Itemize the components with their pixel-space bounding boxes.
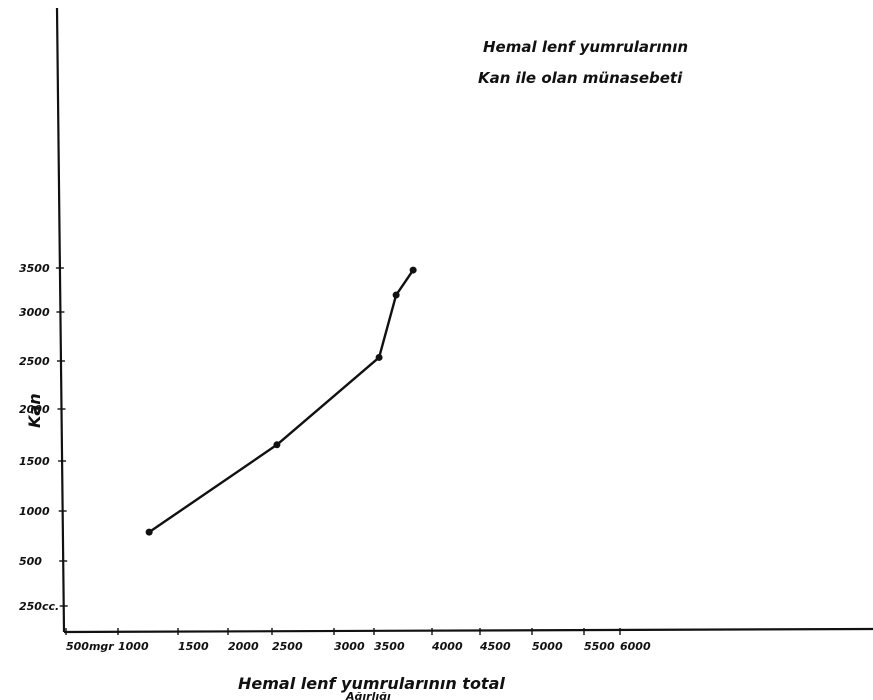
y-tick-label: 3500 <box>19 262 50 275</box>
y-tick-label: 1500 <box>19 455 50 468</box>
y-tick-label: 3000 <box>19 306 50 319</box>
x-tick-label: 4000 <box>431 640 463 653</box>
x-tick-label: 1500 <box>178 640 209 653</box>
y-tick-label: 2000 <box>19 403 50 416</box>
data-point <box>392 291 400 299</box>
y-tick-label: 1000 <box>19 505 50 518</box>
data-point <box>273 441 281 449</box>
x-tick-label: 1000 <box>118 640 149 653</box>
data-series <box>145 266 417 536</box>
series-line-segment <box>276 356 380 446</box>
x-axis-label: Hemal lenf yumrularının total <box>238 674 505 693</box>
chart-title-line-1: Hemal lenf yumrularının <box>483 38 688 56</box>
y-axis-label: Kan <box>25 393 44 428</box>
y-axis-line <box>55 7 66 633</box>
x-tick-label: 500mgr <box>66 640 114 653</box>
x-tick-label: 5000 <box>532 640 563 653</box>
chart-title-line-2: Kan ile olan münasebeti <box>478 69 683 87</box>
series-line-segment <box>395 269 415 296</box>
y-tick-label: 500 <box>19 555 42 568</box>
y-tick-label: 2500 <box>19 355 50 368</box>
x-tick-label: 5500 <box>584 640 615 653</box>
x-tick-label: 2000 <box>228 640 259 653</box>
x-tick-label: 3500 <box>374 640 405 653</box>
data-point <box>145 528 153 536</box>
x-axis-line <box>63 627 873 634</box>
data-point <box>409 266 417 274</box>
x-tick-label: 6000 <box>620 640 651 653</box>
x-tick-label: 2500 <box>272 640 303 653</box>
x-tick-label: 4500 <box>479 640 511 653</box>
data-point <box>375 353 383 361</box>
x-axis-label-line-2: Ağırlığı <box>345 690 391 700</box>
series-line-segment <box>377 294 398 358</box>
y-axis-ticks: 250cc. 500 1000 1500 2000 2500 3000 3500 <box>19 262 68 613</box>
x-axis-ticks: 500mgr 1000 1500 2000 2500 3000 3500 4000 4500 50… <box>65 628 651 653</box>
x-tick-label: 3000 <box>334 640 365 653</box>
series-line-segment <box>148 443 278 534</box>
y-tick-label: 250cc. <box>19 600 59 613</box>
